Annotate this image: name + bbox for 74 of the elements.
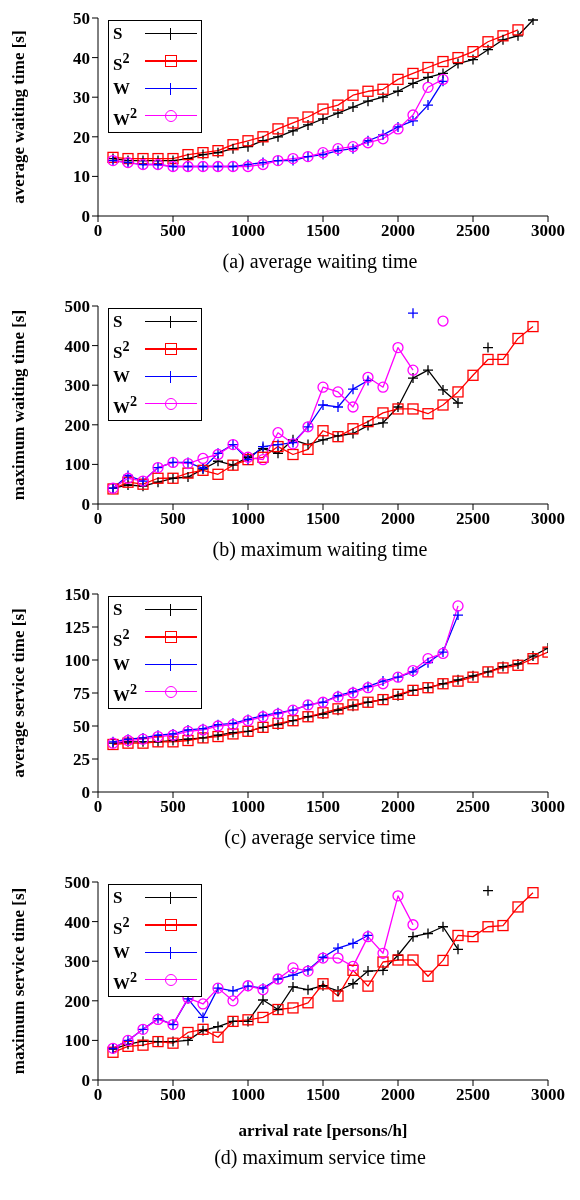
x-tick-label: 3000	[531, 1085, 565, 1105]
legend-label: S$^{2}$	[113, 337, 131, 364]
legend-label: W	[113, 941, 131, 964]
x-tick-label: 1500	[306, 221, 340, 241]
x-axis-title: arrival rate [persons/h]	[238, 1121, 408, 1140]
text: (c) average service time	[223, 825, 417, 851]
legend-label: W	[113, 653, 131, 676]
x-tick-label: 2000	[381, 1085, 415, 1105]
legend-label: W$^{2}$	[113, 679, 139, 707]
x-tick-label: 2000	[381, 221, 415, 241]
y-axis-title: maximum service time [s]	[9, 887, 29, 1075]
y-tick-label: 40	[73, 48, 90, 68]
y-tick-label: 50	[73, 9, 90, 29]
x-tick-label: 1000	[231, 797, 265, 817]
y-tick-label: 400	[64, 912, 90, 932]
x-tick-label: 500	[160, 221, 186, 241]
x-tick-label: 2500	[456, 1085, 490, 1105]
y-tick-label: 200	[64, 991, 90, 1011]
y-tick-label: 100	[64, 455, 90, 475]
y-tick-label: 100	[64, 651, 90, 671]
y-tick-label: 500	[64, 873, 90, 893]
y-axis-title: average service time [s]	[9, 608, 29, 778]
y-tick-label: 100	[64, 1031, 90, 1051]
text: (a) average waiting time	[221, 249, 419, 275]
y-tick-label: 0	[81, 1071, 90, 1091]
x-tick-label: 3000	[531, 797, 565, 817]
y-axis-title: average waiting time [s]	[9, 30, 29, 204]
legend-label: W	[113, 365, 131, 388]
y-tick-label: 150	[64, 585, 90, 605]
legend-label: S	[113, 599, 124, 621]
y-tick-label: 50	[73, 717, 90, 737]
y-tick-label: 0	[81, 207, 90, 227]
x-tick-label: 2500	[456, 797, 490, 817]
x-tick-label: 500	[160, 1085, 186, 1105]
legend-label: S	[113, 23, 124, 45]
legend-label: W$^{2}$	[113, 103, 139, 131]
x-tick-label: 1500	[306, 1085, 340, 1105]
y-tick-label: 300	[64, 952, 90, 972]
x-tick-label: 1000	[231, 509, 265, 529]
y-tick-label: 10	[73, 167, 90, 187]
legend-label: S$^{2}$	[113, 913, 131, 940]
legend-label: S$^{2}$	[113, 625, 131, 652]
y-tick-label: 0	[81, 495, 90, 515]
y-tick-label: 30	[73, 88, 90, 108]
x-tick-label: 500	[160, 509, 186, 529]
y-tick-label: 200	[64, 415, 90, 435]
x-tick-label: 3000	[531, 221, 565, 241]
x-tick-label: 2000	[381, 797, 415, 817]
x-tick-label: 2500	[456, 509, 490, 529]
x-tick-label: 1500	[306, 509, 340, 529]
y-tick-label: 300	[64, 376, 90, 396]
text: (d) maximum service time	[213, 1145, 427, 1171]
y-tick-label: 400	[64, 336, 90, 356]
y-tick-label: 75	[73, 684, 90, 704]
y-tick-label: 500	[64, 297, 90, 317]
legend-label: W$^{2}$	[113, 391, 139, 419]
y-axis-title: maximum waiting time [s]	[9, 309, 29, 501]
legend-label: S	[113, 887, 124, 909]
legend-label: S	[113, 311, 124, 333]
y-tick-label: 125	[64, 618, 90, 638]
legend-label: W	[113, 77, 131, 100]
text: (b) maximum waiting time	[211, 537, 429, 563]
x-tick-label: 1000	[231, 1085, 265, 1105]
y-tick-label: 20	[73, 127, 90, 147]
y-tick-label: 0	[81, 783, 90, 803]
x-tick-label: 1500	[306, 797, 340, 817]
x-tick-label: 3000	[531, 509, 565, 529]
x-tick-label: 1000	[231, 221, 265, 241]
y-tick-label: 25	[73, 750, 90, 770]
legend-label: W$^{2}$	[113, 967, 139, 995]
legend-label: S$^{2}$	[113, 49, 131, 76]
x-tick-label: 2500	[456, 221, 490, 241]
x-tick-label: 2000	[381, 509, 415, 529]
x-tick-label: 500	[160, 797, 186, 817]
